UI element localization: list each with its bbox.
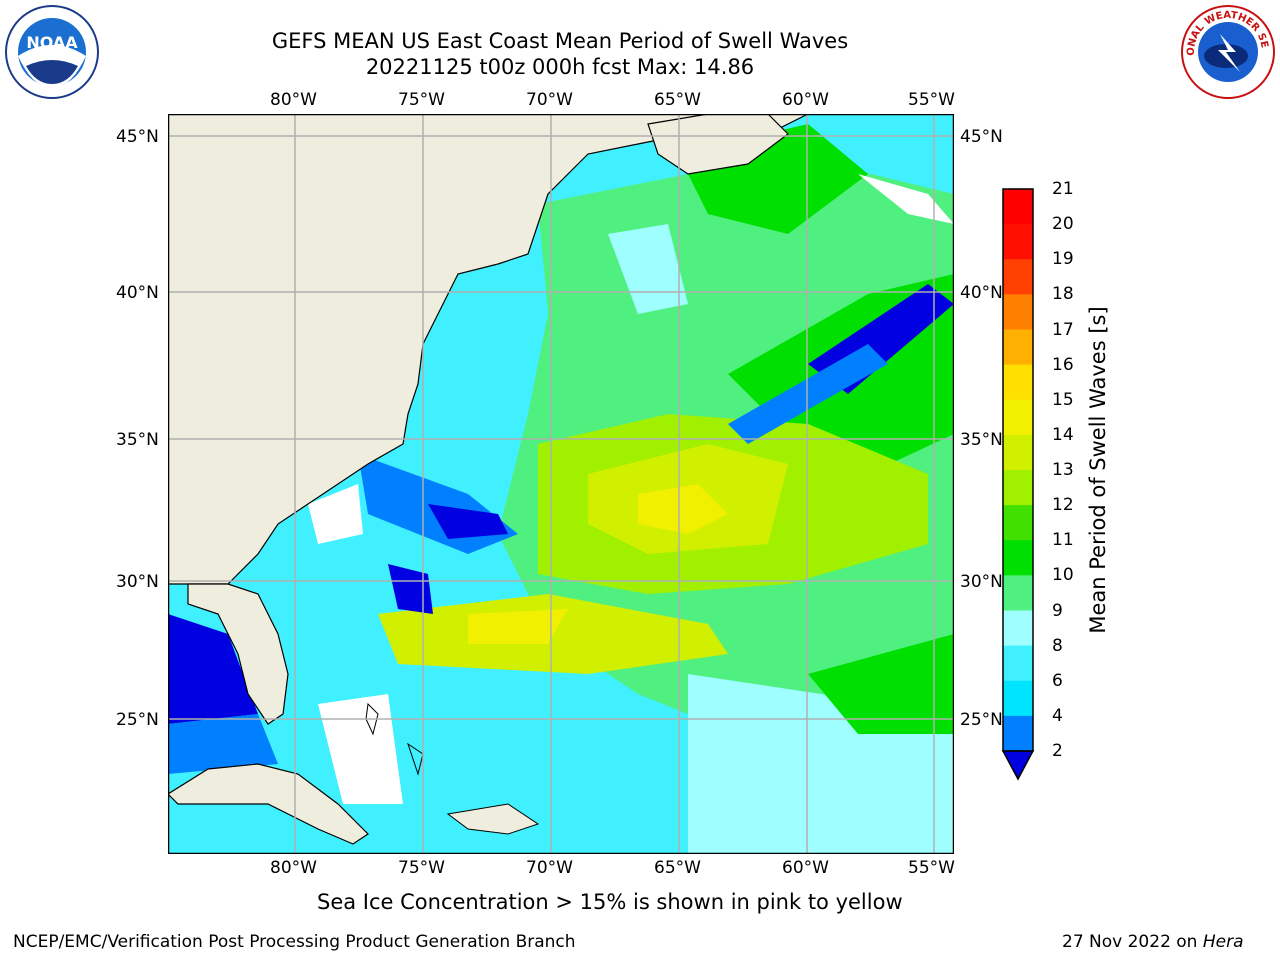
lon-label-bottom-65w: 65°W	[654, 858, 701, 878]
colorbar-tick-label: 19	[1052, 249, 1074, 270]
colorbar-tick-label: 21	[1052, 179, 1074, 199]
colorbar-segment	[1003, 259, 1033, 295]
lat-label-left-40n: 40°N	[116, 283, 159, 303]
swell-period-map	[168, 114, 954, 854]
lon-label-bottom-55w: 55°W	[908, 858, 955, 878]
footer-date: 27 Nov 2022 on Hera	[1062, 932, 1244, 952]
colorbar-border	[1002, 188, 1034, 752]
colorbar-tick-label: 18	[1052, 284, 1074, 305]
noaa-logo-icon: NOAA	[5, 5, 99, 99]
colorbar-tick-label: 10	[1052, 565, 1074, 586]
colorbar-tick-label: 2	[1052, 741, 1063, 761]
colorbar-segment	[1003, 294, 1033, 330]
colorbar-segment	[1003, 470, 1033, 506]
colorbar-segment	[1003, 224, 1033, 260]
colorbar-segment	[1003, 329, 1033, 366]
colorbar-segment	[1003, 364, 1033, 401]
lon-label-top-80w: 80°W	[270, 90, 317, 110]
lon-label-bottom-60w: 60°W	[782, 858, 829, 878]
footer-host: Hera	[1202, 932, 1244, 952]
chart-title: GEFS MEAN US East Coast Mean Period of S…	[271, 29, 849, 53]
colorbar-tick-label: 14	[1052, 424, 1074, 445]
lat-label-right-30n: 30°N	[960, 572, 1003, 592]
lat-label-left-35n: 35°N	[116, 430, 159, 450]
colorbar-tick-label: 6	[1052, 670, 1063, 691]
map-border	[168, 114, 954, 854]
colorbar-tick-label: 17	[1052, 319, 1074, 340]
colorbar-segment	[1003, 680, 1033, 717]
noaa-logo-text: NOAA	[26, 33, 78, 52]
lon-label-bottom-80w: 80°W	[270, 858, 317, 878]
colorbar-tick-label: 13	[1052, 460, 1074, 480]
lat-label-right-25n: 25°N	[960, 710, 1003, 730]
lat-label-left-30n: 30°N	[116, 572, 159, 592]
land-cuba	[168, 763, 369, 845]
footer-organization: NCEP/EMC/Verification Post Processing Pr…	[13, 932, 576, 952]
lon-label-top-75w: 75°W	[398, 90, 445, 110]
map-gridlines	[168, 114, 954, 854]
lat-label-right-40n: 40°N	[960, 283, 1003, 303]
colorbar-segment	[1003, 399, 1033, 436]
colorbar-tick-label: 15	[1052, 389, 1074, 410]
lat-label-right-35n: 35°N	[960, 430, 1003, 450]
colorbar-segment	[1003, 505, 1033, 541]
lat-label-right-45n: 45°N	[960, 127, 1003, 147]
national-weather-service-logo-icon: NATIONAL WEATHER SERVICE	[1180, 4, 1275, 99]
lon-label-bottom-70w: 70°W	[526, 858, 573, 878]
lon-label-top-70w: 70°W	[526, 90, 573, 110]
lon-label-top-60w: 60°W	[782, 90, 829, 110]
colorbar-segment	[1003, 189, 1033, 225]
colorbar-segment	[1003, 645, 1033, 682]
colorbar-segment	[1003, 434, 1033, 471]
colorbar-tick-label: 16	[1052, 354, 1074, 375]
colorbar	[1001, 188, 1035, 781]
colorbar-tick-label: 8	[1052, 635, 1063, 656]
footer-date-text: 27 Nov 2022 on	[1062, 932, 1203, 952]
chart-subtitle: 20221125 t00z 000h fcst Max: 14.86	[365, 55, 755, 79]
lat-label-left-25n: 25°N	[116, 710, 159, 730]
colorbar-extension-arrow	[1001, 750, 1035, 781]
land-nova-scotia	[647, 114, 789, 175]
colorbar-segment	[1003, 715, 1033, 752]
colorbar-segment	[1003, 610, 1033, 647]
colorbar-tick-label: 12	[1052, 495, 1074, 516]
sea-ice-caption: Sea Ice Concentration > 15% is shown in …	[317, 890, 903, 914]
colorbar-tick-label: 20	[1052, 214, 1074, 235]
land-hispaniola	[446, 803, 540, 835]
lon-label-bottom-75w: 75°W	[398, 858, 445, 878]
lon-label-top-55w: 55°W	[908, 90, 955, 110]
colorbar-segment	[1003, 540, 1033, 576]
colorbar-label: Mean Period of Swell Waves [s]	[1086, 306, 1110, 634]
colorbar-segment	[1003, 575, 1033, 611]
colorbar-tick-label: 11	[1052, 530, 1074, 551]
lat-label-left-45n: 45°N	[116, 127, 159, 147]
colorbar-tick-label: 4	[1052, 705, 1063, 726]
lon-label-top-65w: 65°W	[654, 90, 701, 110]
colorbar-tick-label: 9	[1052, 600, 1063, 621]
